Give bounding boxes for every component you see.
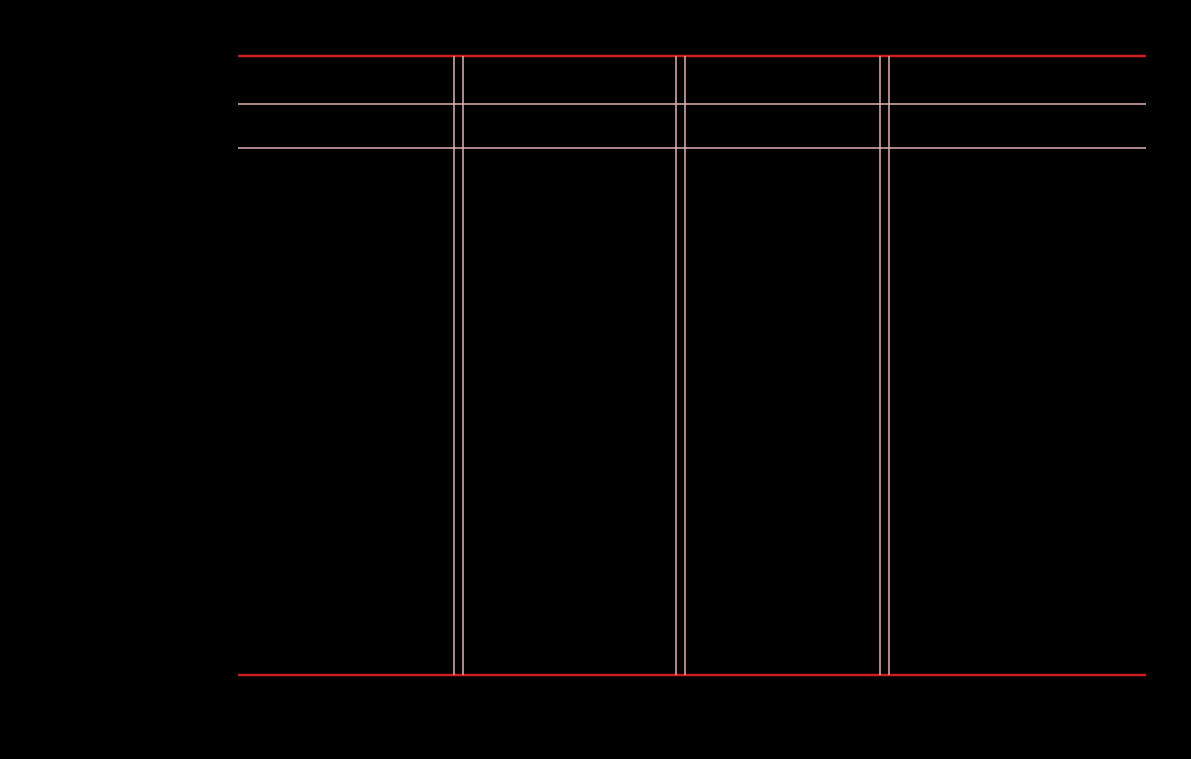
- chart-background: [0, 0, 1191, 759]
- chart-svg: [0, 0, 1191, 759]
- chart-container: [0, 0, 1191, 759]
